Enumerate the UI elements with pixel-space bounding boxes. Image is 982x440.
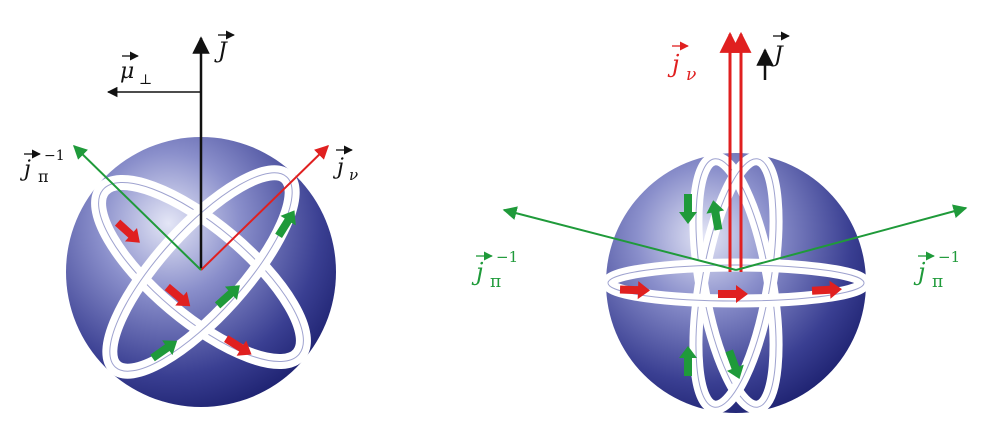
svg-text:π: π [932,272,943,292]
left-jpi-label: j π −1 [19,148,65,186]
left-jnu-label: j ν [332,150,358,184]
svg-text:μ: μ [120,59,134,84]
svg-text:j: j [471,258,484,286]
svg-text:−1: −1 [496,248,518,266]
svg-text:⊥: ⊥ [139,72,152,88]
svg-text:−1: −1 [44,148,65,164]
right-panel: J j ν j π −1 j π −1 [471,34,966,413]
svg-text:ν: ν [349,166,358,184]
right-J-label: J [770,36,789,68]
svg-text:j: j [913,258,926,286]
svg-text:π: π [490,272,501,292]
right-jpi-right-label: j π −1 [913,248,960,292]
svg-text:J: J [214,39,228,64]
svg-text:ν: ν [686,65,696,85]
svg-text:J: J [770,43,784,68]
svg-text:j: j [667,50,680,78]
right-jpi-left-label: j π −1 [471,248,518,292]
right-jnu-label: j ν [667,46,696,85]
left-mu-label: μ ⊥ [120,56,152,88]
svg-text:j: j [332,155,344,180]
svg-text:j: j [19,157,31,182]
svg-text:π: π [38,167,49,186]
left-J-label: J [214,35,234,64]
left-panel: J μ ⊥ j ν j π −1 [19,35,358,407]
svg-text:−1: −1 [938,248,960,266]
